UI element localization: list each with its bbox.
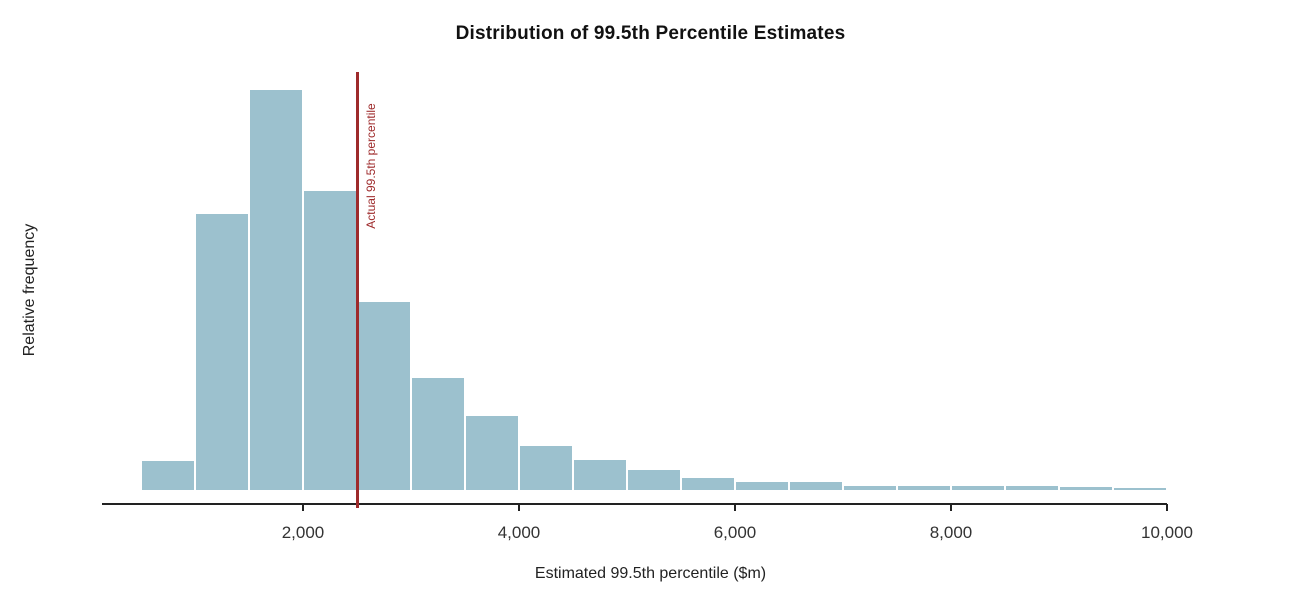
histogram-bar (411, 378, 465, 490)
histogram-bar (573, 460, 627, 490)
chart-title: Distribution of 99.5th Percentile Estima… (455, 23, 846, 44)
x-axis-tick (734, 504, 736, 511)
actual-percentile-line-label: Actual 99.5th percentile (364, 103, 378, 229)
histogram-bar (681, 478, 735, 490)
x-tick-label: 10,000 (1141, 523, 1193, 542)
x-axis-tick (1166, 504, 1168, 511)
x-axis-label: Estimated 99.5th percentile ($m) (534, 565, 767, 582)
histogram-bar (1005, 486, 1059, 490)
histogram-bar (897, 486, 951, 490)
histogram-bar (519, 446, 573, 490)
histogram-bar (789, 482, 843, 490)
histogram-bar (303, 190, 357, 490)
x-axis-tick (518, 504, 520, 511)
histogram-bar (249, 90, 303, 490)
histogram-bar (141, 460, 195, 490)
x-tick-label: 6,000 (713, 523, 757, 542)
x-axis-tick (950, 504, 952, 511)
histogram-bar (195, 214, 249, 490)
x-tick-label: 2,000 (281, 523, 325, 542)
histogram-bar (465, 415, 519, 490)
histogram-bar (735, 482, 789, 490)
x-tick-label: 4,000 (497, 523, 541, 542)
histogram-bar (951, 486, 1005, 490)
histogram-bar (1059, 487, 1113, 490)
histogram-bar (627, 470, 681, 490)
x-axis-line (102, 503, 1167, 505)
x-tick-label: 8,000 (929, 523, 973, 542)
x-axis-tick (302, 504, 304, 511)
histogram-bar (357, 302, 411, 490)
actual-percentile-line (355, 72, 359, 508)
histogram-bar (843, 485, 897, 490)
y-axis-label: Relative frequency (21, 223, 38, 357)
histogram-bar (1113, 488, 1167, 490)
